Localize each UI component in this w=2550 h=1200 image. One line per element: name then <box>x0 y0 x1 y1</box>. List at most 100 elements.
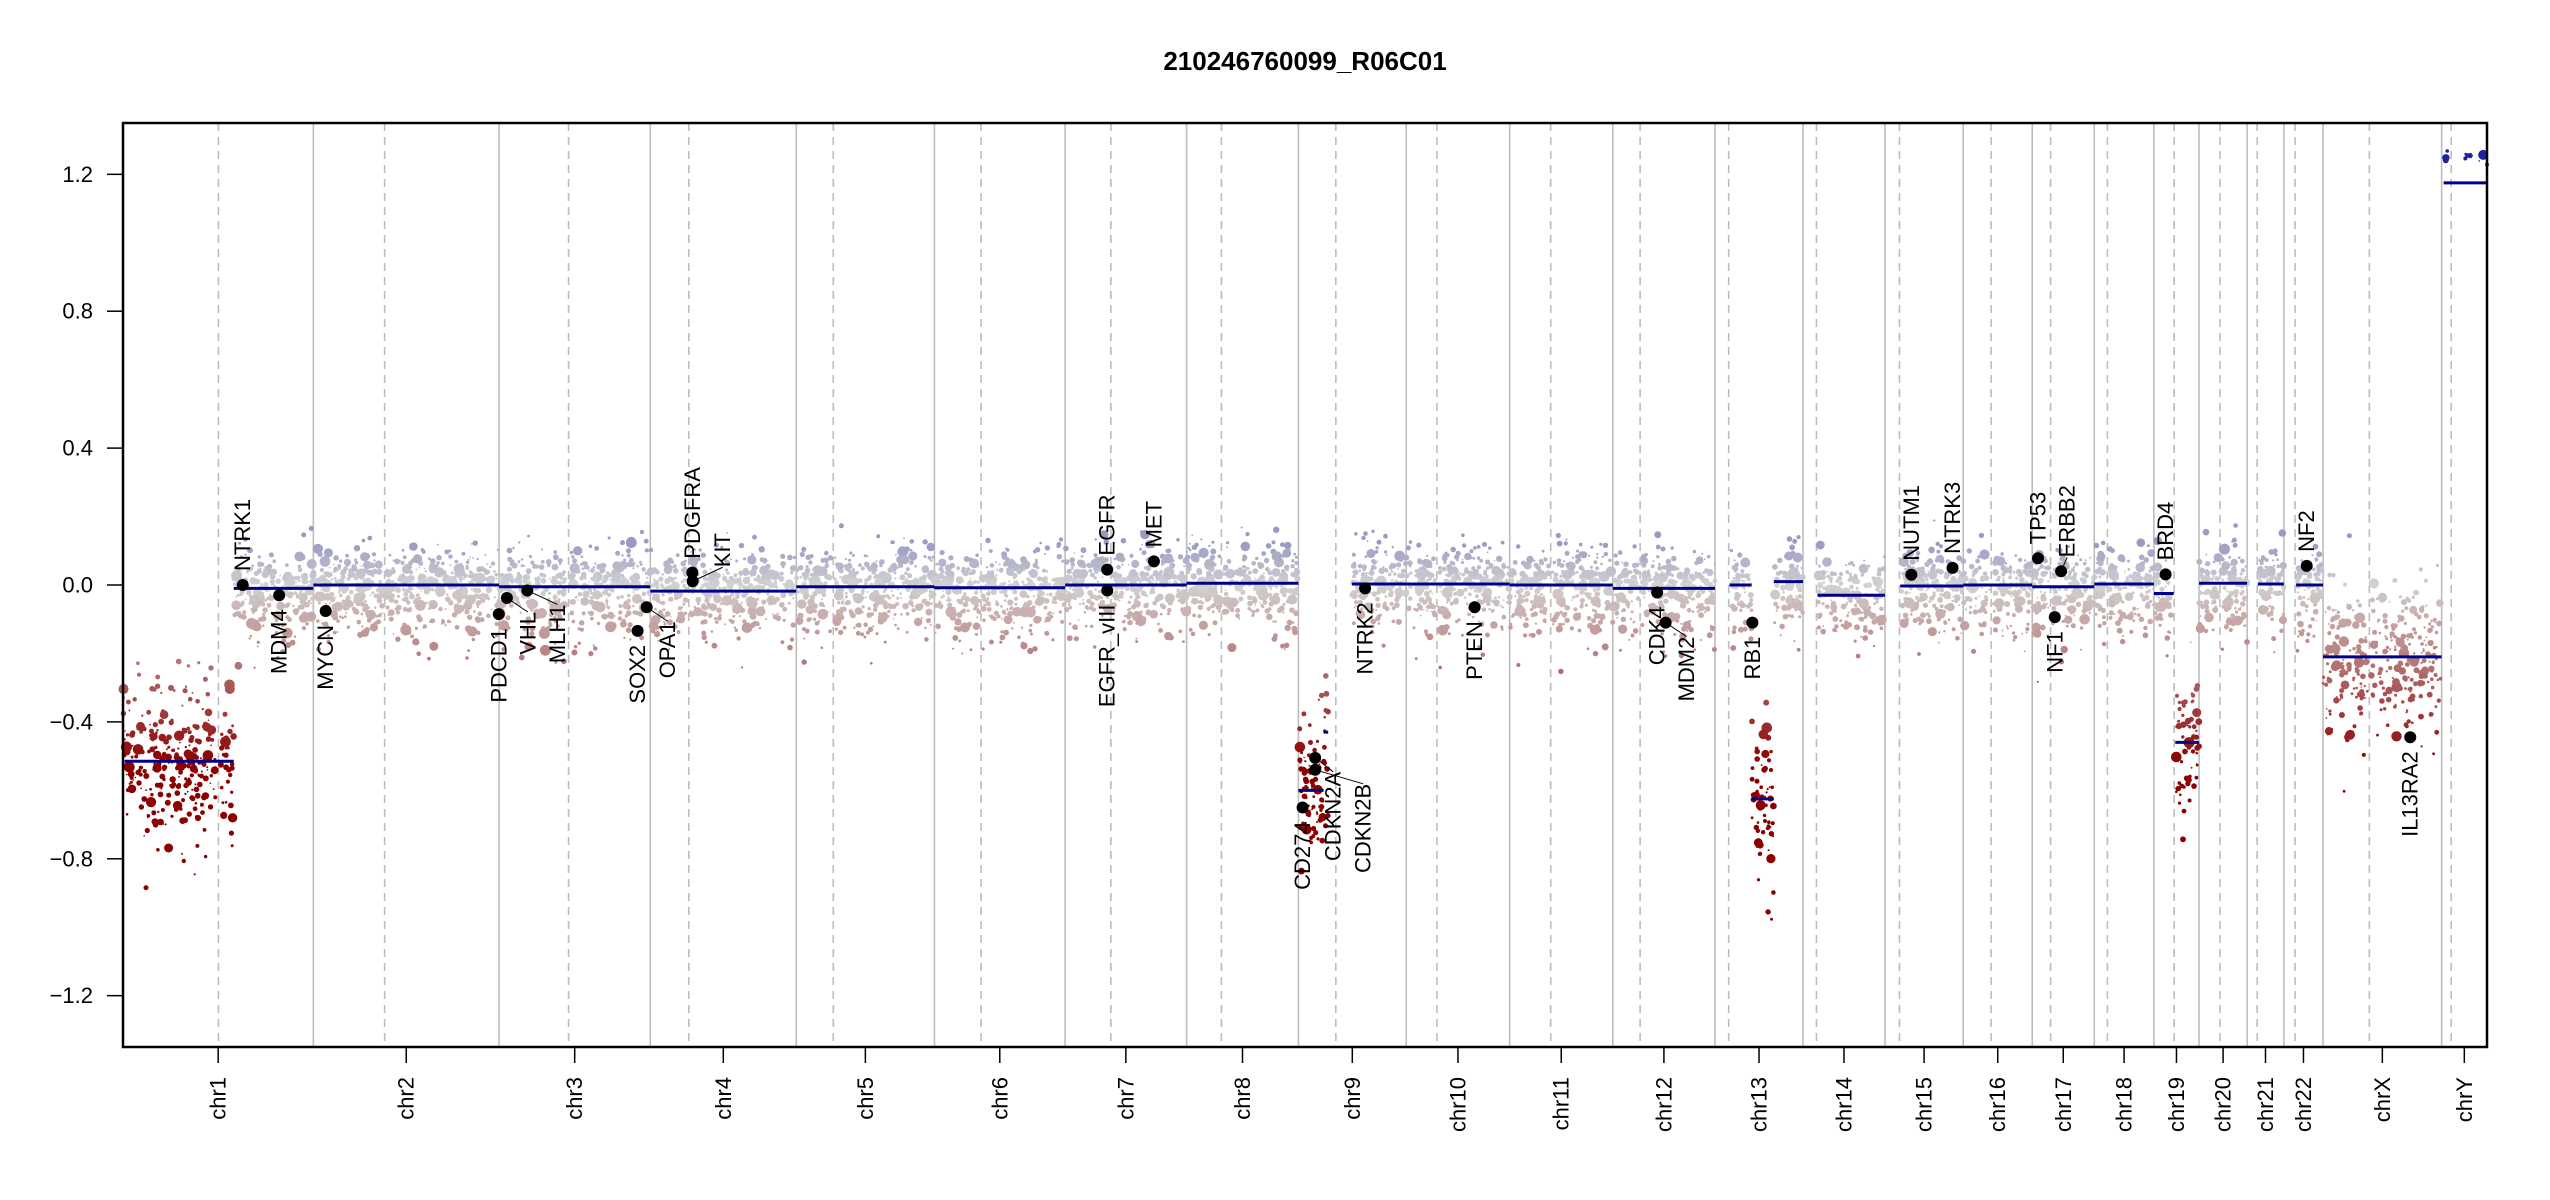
probe-point <box>160 691 163 695</box>
probe-point <box>1905 617 1909 622</box>
probe-point <box>899 592 902 595</box>
probe-point <box>182 817 189 824</box>
probe-point <box>974 590 979 595</box>
probe-point <box>1043 605 1048 610</box>
probe-point <box>319 556 331 567</box>
probe-point <box>373 559 376 562</box>
probe-point <box>1799 574 1806 581</box>
probe-point <box>361 629 369 637</box>
probe-point <box>683 578 687 582</box>
probe-point <box>527 534 530 538</box>
probe-point <box>571 649 578 656</box>
probe-point <box>620 580 625 585</box>
probe-point <box>395 636 401 642</box>
probe-point <box>1671 573 1675 578</box>
probe-point <box>1028 628 1033 633</box>
probe-point <box>1284 564 1290 570</box>
probe-point <box>1047 612 1051 616</box>
probe-point <box>1624 599 1629 604</box>
probe-point <box>1640 589 1647 595</box>
probe-point <box>805 569 810 573</box>
probe-point <box>125 699 131 705</box>
probe-point <box>1182 640 1185 643</box>
probe-point <box>626 553 631 558</box>
probe-point <box>209 782 212 784</box>
probe-point <box>1542 618 1547 623</box>
probe-point <box>1283 648 1286 651</box>
probe-point <box>859 595 865 601</box>
probe-point <box>414 597 419 602</box>
probe-point <box>392 559 395 562</box>
probe-point <box>726 532 728 534</box>
probe-point <box>720 545 724 549</box>
probe-point <box>1600 562 1603 566</box>
probe-point <box>690 551 693 553</box>
probe-point <box>659 583 664 587</box>
probe-point <box>1019 568 1024 572</box>
probe-point <box>771 599 777 605</box>
probe-point <box>143 773 150 779</box>
probe-point <box>661 600 666 606</box>
probe-point <box>1586 647 1590 650</box>
probe-point <box>1629 617 1633 621</box>
probe-point <box>915 603 923 611</box>
probe-point <box>930 602 933 605</box>
probe-point <box>1247 595 1253 601</box>
probe-point <box>1282 611 1285 614</box>
probe-point <box>1862 635 1868 641</box>
probe-point <box>855 570 859 575</box>
probe-point <box>709 568 712 570</box>
probe-point <box>848 609 853 614</box>
probe-point <box>1623 561 1629 567</box>
probe-point <box>1863 583 1865 585</box>
probe-point <box>185 779 192 786</box>
probe-point <box>1737 600 1739 603</box>
probe-point <box>644 548 649 553</box>
probe-point <box>1265 543 1272 549</box>
probe-point <box>334 596 337 599</box>
probe-point <box>1734 562 1740 567</box>
probe-point <box>1147 539 1156 549</box>
probe-point <box>1371 624 1375 629</box>
probe-point <box>741 622 753 633</box>
probe-point <box>1390 578 1394 582</box>
probe-point <box>600 562 605 567</box>
probe-point <box>844 591 848 595</box>
probe-point <box>1564 605 1570 611</box>
probe-point <box>600 568 605 573</box>
probe-point <box>1317 817 1323 823</box>
probe-point <box>1528 577 1532 581</box>
probe-point <box>1763 819 1767 823</box>
probe-point <box>866 590 869 593</box>
probe-point <box>1453 593 1456 596</box>
probe-point <box>1834 625 1837 628</box>
probe-point <box>1446 573 1451 578</box>
probe-point <box>1494 596 1497 600</box>
probe-point <box>1371 564 1376 569</box>
probe-point <box>205 736 212 742</box>
probe-point <box>1316 837 1320 841</box>
probe-point <box>899 574 906 581</box>
probe-point <box>588 651 594 657</box>
probe-point <box>1205 570 1212 577</box>
probe-point <box>1696 610 1700 613</box>
probe-point <box>1480 593 1484 596</box>
probe-point <box>948 598 952 602</box>
probe-point <box>1494 599 1500 605</box>
probe-point <box>266 596 270 601</box>
probe-point <box>175 658 182 665</box>
probe-point <box>1039 541 1042 545</box>
probe-point <box>407 575 413 581</box>
probe-point <box>1522 612 1527 618</box>
probe-point <box>561 591 567 597</box>
probe-point <box>574 583 577 586</box>
probe-point <box>280 631 283 634</box>
probe-point <box>963 594 967 599</box>
probe-point <box>1916 616 1921 622</box>
probe-point <box>956 611 963 618</box>
probe-point <box>1744 573 1750 579</box>
probe-point <box>1500 540 1505 545</box>
probe-point <box>1051 578 1055 582</box>
probe-point <box>1621 561 1624 564</box>
probe-point <box>349 589 354 595</box>
